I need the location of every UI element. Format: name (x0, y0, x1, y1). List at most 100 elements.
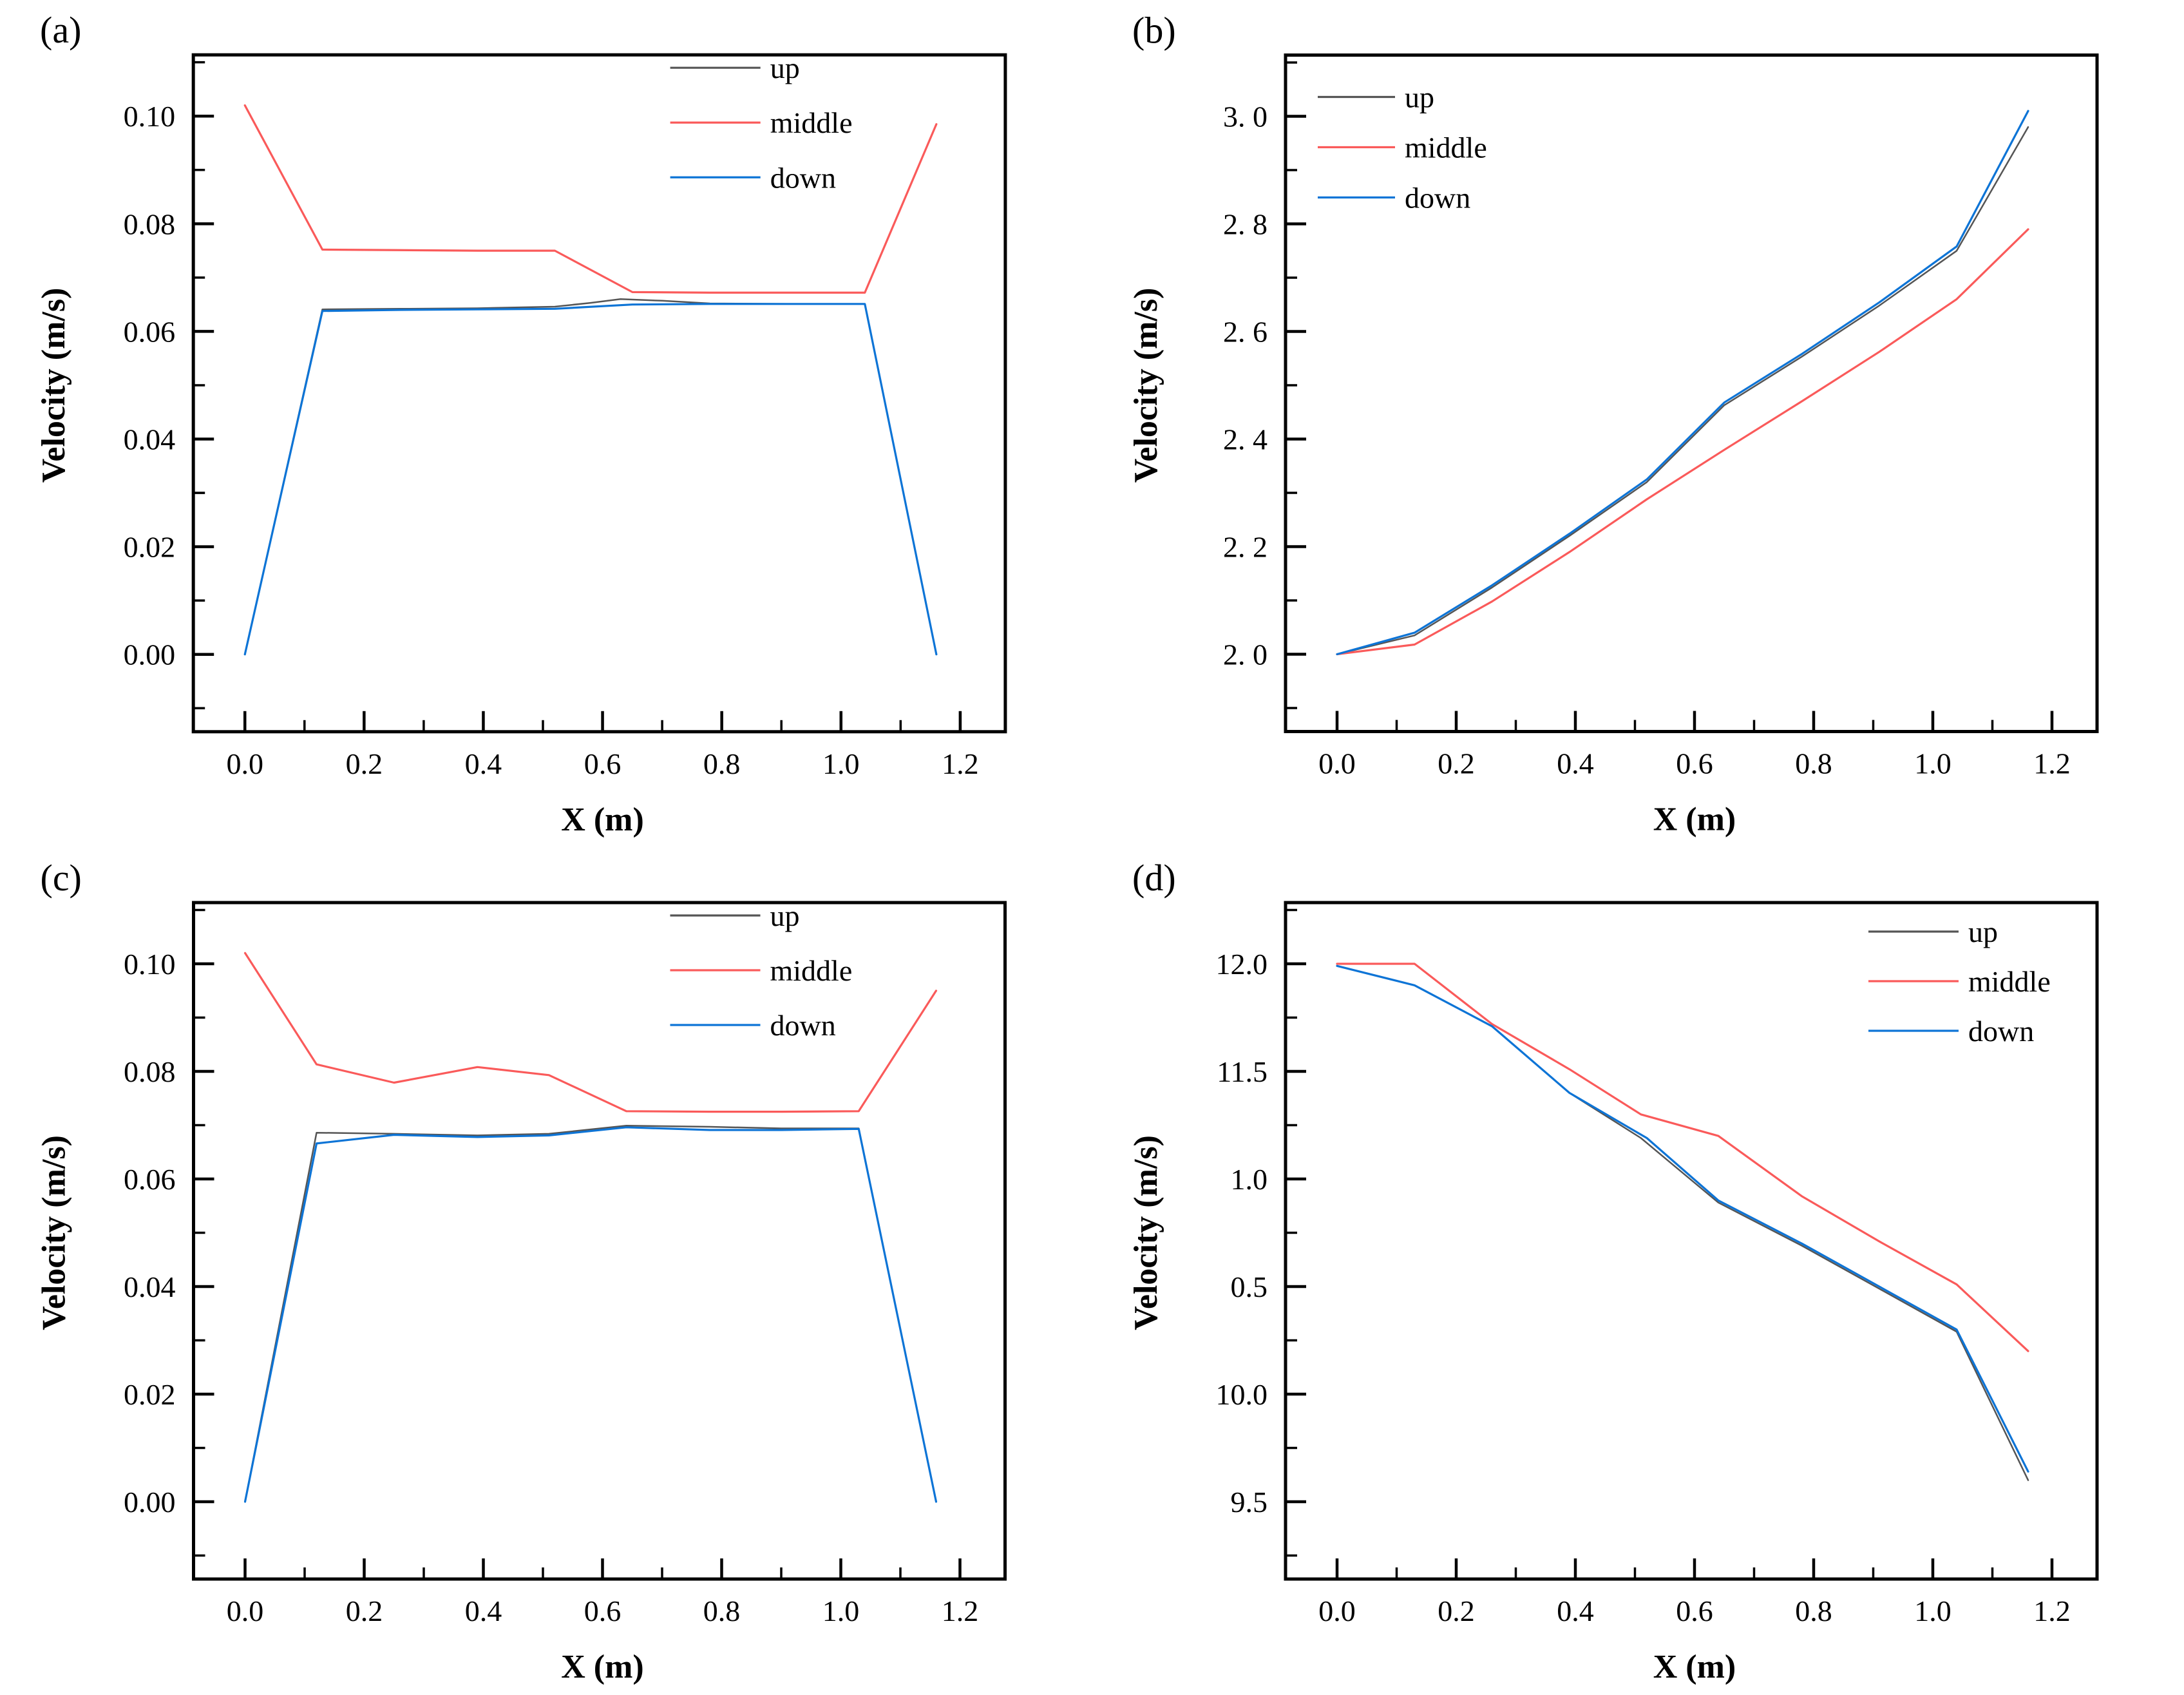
ticks-d (1287, 908, 2054, 1578)
series-group-b (1336, 110, 2029, 656)
x-tick-label: 0.0 (1318, 747, 1356, 780)
panel-b: (b) 0.0 0.2 0.4 0.6 0.8 1.0 1.2 2. 0 2. 2 2. 4 2. 6… (1092, 0, 2184, 848)
y-tick-label: 11.5 (1217, 1055, 1268, 1088)
x-axis-title: X (m) (1653, 1649, 1736, 1685)
y-tick-label: 0.08 (124, 1055, 176, 1088)
series-group-d (1336, 962, 2029, 1481)
plot-frame-b (1284, 53, 2099, 733)
x-tick-label: 0.2 (1438, 747, 1475, 780)
series-group-a (243, 104, 938, 656)
panel-label-c: (c) (41, 857, 82, 899)
x-tick-label: 1.2 (2033, 747, 2071, 780)
y-axis-title: Velocity (m/s) (1128, 288, 1164, 483)
x-tick-label: 1.2 (942, 747, 979, 780)
y-axis-title: Velocity (m/s) (1128, 1135, 1164, 1330)
plot-frame-a (191, 53, 1007, 734)
x-tick-label: 0.8 (1795, 747, 1832, 780)
series-down-line (243, 303, 938, 656)
x-tick-label: 0.8 (703, 747, 741, 780)
y-tick-label: 1.0 (1231, 1163, 1268, 1196)
plot-frame-d (1284, 901, 2099, 1581)
x-tick-label: 0.2 (1438, 1594, 1475, 1627)
panel-label-a: (a) (40, 9, 81, 51)
panel-label-b: (b) (1132, 10, 1176, 52)
y-tick-label: 0.10 (124, 948, 176, 981)
x-tick-label: 0.0 (1318, 1594, 1356, 1627)
series-down-line (243, 1126, 938, 1503)
x-tick-label: 0.6 (1676, 1594, 1713, 1627)
chart-b-canvas: (b) 0.0 0.2 0.4 0.6 0.8 1.0 1.2 2. 0 2. 2 2. 4 2. 6… (1128, 10, 2099, 838)
y-tick-label: 10.0 (1216, 1378, 1268, 1411)
legend-label-middle: middle (1968, 965, 2051, 998)
x-tick-label: 1.0 (822, 747, 860, 780)
series-up-line (244, 1125, 937, 1503)
x-tick-label: 0.4 (465, 747, 502, 780)
legend-label-middle: middle (770, 106, 853, 139)
legend-label-middle: middle (1405, 131, 1487, 164)
x-tick-label: 0.6 (584, 747, 622, 780)
y-tick-label: 2. 8 (1223, 208, 1268, 241)
x-tick-label: 0.8 (703, 1594, 741, 1627)
y-axis-title: Velocity (m/s) (35, 288, 72, 483)
legend-b: up middle down (1318, 81, 1487, 215)
legend-label-down: down (770, 161, 836, 194)
y-tick-label: 0.00 (124, 1486, 176, 1518)
series-down-line (1336, 110, 2029, 656)
x-tick-label: 0.8 (1795, 1594, 1832, 1627)
y-tick-label: 2. 0 (1223, 638, 1268, 671)
ticks-a (195, 61, 962, 731)
x-tick-label: 0.4 (1557, 747, 1594, 780)
chart-a-canvas: (a) 0.0 0.2 0.4 0.6 0.8 1.0 1.2 0.00 0.02 0.04 0.06… (35, 9, 1007, 838)
y-tick-label: 0.02 (124, 1378, 176, 1411)
series-middle-line (1336, 228, 2029, 656)
y-tick-label: 0.04 (124, 423, 176, 456)
x-tick-label: 1.0 (822, 1594, 860, 1627)
x-tick-label: 1.0 (1914, 1594, 1951, 1627)
x-tick-label: 1.0 (1914, 747, 1951, 780)
series-middle-line (243, 104, 938, 294)
y-axis-title: Velocity (m/s) (36, 1135, 73, 1330)
x-axis-title: X (m) (561, 1649, 644, 1685)
x-tick-label: 0.4 (465, 1594, 502, 1627)
y-tick-label: 12.0 (1216, 948, 1268, 981)
x-tick-label: 0.0 (227, 1594, 264, 1627)
y-tick-label: 0.06 (124, 315, 176, 348)
y-tick-label: 0.5 (1231, 1270, 1268, 1303)
ticks-c (195, 908, 962, 1578)
y-tick-label: 2. 6 (1223, 316, 1268, 349)
chart-d-canvas: (d) 0.0 0.2 0.4 0.6 0.8 1.0 1.2 9.5 10.0 0.5 1.0 11.… (1128, 857, 2099, 1685)
series-up-line (1336, 965, 2029, 1481)
panel-d: (d) 0.0 0.2 0.4 0.6 0.8 1.0 1.2 9.5 10.0 0.5 1.0 11.… (1092, 848, 2184, 1695)
x-tick-label: 1.2 (2033, 1594, 2071, 1627)
y-tick-label: 0.10 (124, 100, 176, 133)
y-tick-label: 3. 0 (1223, 101, 1268, 133)
chart-c-canvas: (c) 0.0 0.2 0.4 0.6 0.8 1.0 1.2 0.00 0.02 0.04 0.06… (36, 857, 1007, 1685)
y-tick-label: 2. 2 (1223, 531, 1268, 564)
x-axis-title: X (m) (561, 801, 644, 838)
legend-a: up middle down (670, 52, 853, 194)
x-tick-label: 0.4 (1557, 1594, 1594, 1627)
panel-label-d: (d) (1132, 857, 1176, 899)
y-tick-label: 0.08 (124, 207, 176, 240)
legend-label-up: up (770, 899, 800, 932)
legend-label-up: up (1968, 915, 1998, 948)
series-up-line (243, 298, 938, 655)
y-tick-label: 0.02 (124, 531, 176, 564)
y-tick-label: 0.00 (124, 638, 176, 671)
series-down-line (1336, 964, 2029, 1473)
y-tick-label: 0.06 (124, 1163, 176, 1196)
series-middle-line (1336, 962, 2029, 1352)
y-tick-label: 9.5 (1231, 1486, 1268, 1518)
x-tick-label: 0.2 (346, 747, 383, 780)
series-group-c (243, 952, 938, 1503)
legend-label-up: up (770, 52, 800, 84)
y-tick-label: 2. 4 (1223, 423, 1268, 456)
legend-label-up: up (1405, 81, 1434, 114)
plot-frame-c (192, 901, 1007, 1581)
x-tick-label: 0.6 (584, 1594, 622, 1627)
x-tick-label: 1.2 (942, 1594, 979, 1627)
series-middle-line (243, 952, 938, 1113)
panel-c: (c) 0.0 0.2 0.4 0.6 0.8 1.0 1.2 0.00 0.02 0.04 0.06… (0, 848, 1092, 1695)
legend-label-down: down (1405, 182, 1470, 215)
